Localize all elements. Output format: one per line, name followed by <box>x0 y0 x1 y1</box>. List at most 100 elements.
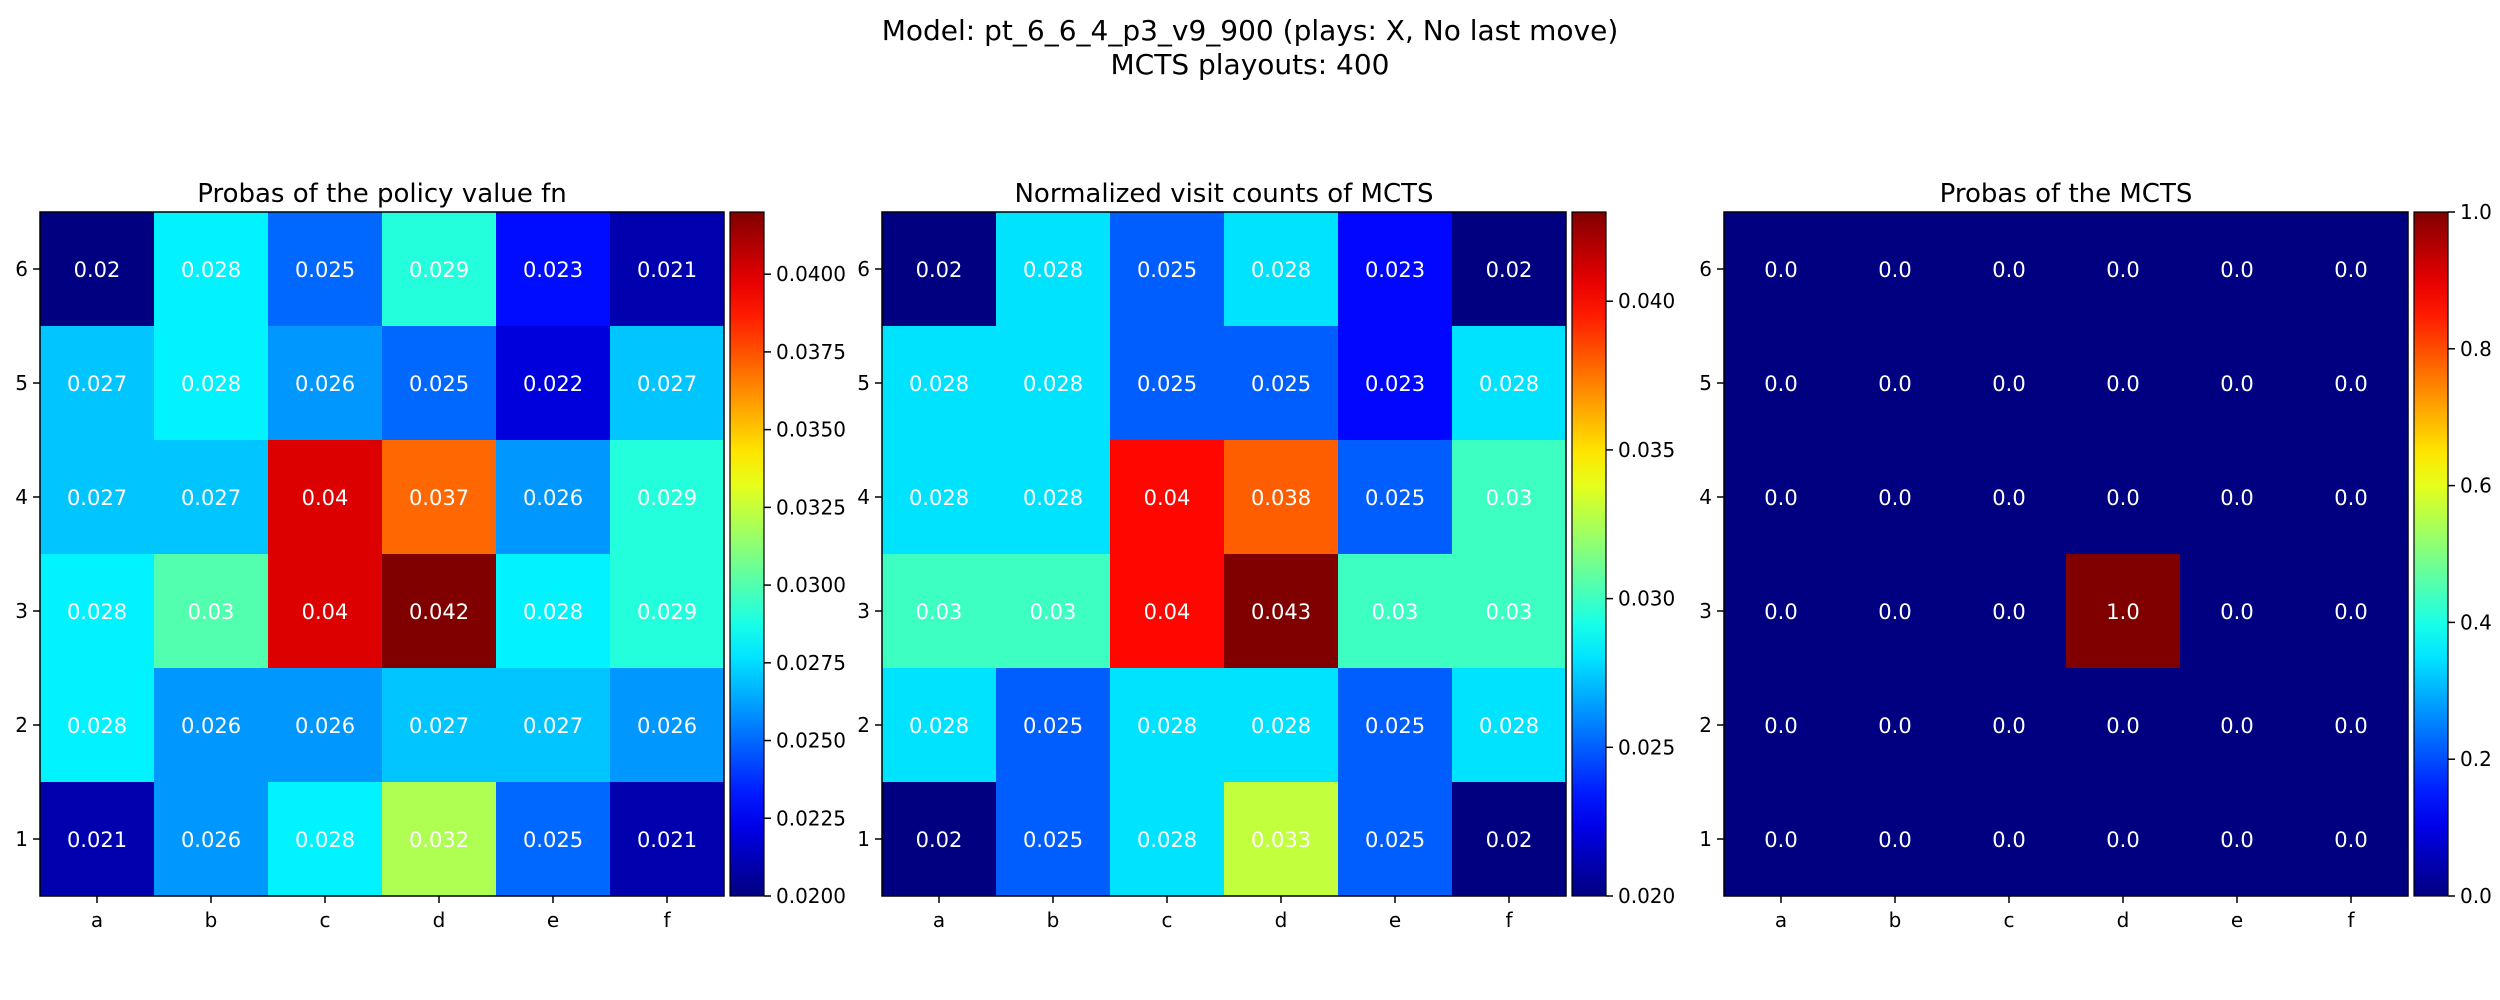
cell-value-label: 0.028 <box>1479 714 1539 738</box>
cell-value-label: 0.03 <box>188 600 235 624</box>
heatmap-cell <box>1110 212 1225 327</box>
heatmap-cell <box>1224 212 1339 327</box>
colorbar-tick-label: 0.030 <box>1618 587 1675 611</box>
figure-subtitle: MCTS playouts: 400 <box>1110 48 1390 81</box>
y-tick-label: 4 <box>857 485 870 509</box>
cell-value-label: 0.021 <box>637 828 697 852</box>
cell-value-label: 0.0 <box>1764 714 1797 738</box>
heatmap-cell <box>1838 668 1953 783</box>
cell-value-label: 0.04 <box>302 486 349 510</box>
heatmap-cell <box>1838 782 1953 897</box>
cell-value-label: 0.0 <box>1992 600 2025 624</box>
y-tick-label: 6 <box>15 257 28 281</box>
heatmap-cell <box>1952 782 2067 897</box>
cell-value-label: 0.0 <box>2106 258 2139 282</box>
cell-value-label: 0.042 <box>409 600 469 624</box>
heatmap-cell <box>382 212 497 327</box>
cell-value-label: 0.0 <box>1992 372 2025 396</box>
cell-value-label: 0.026 <box>523 486 583 510</box>
cell-value-label: 0.028 <box>909 714 969 738</box>
heatmap-cell <box>268 782 383 897</box>
cell-value-label: 0.026 <box>637 714 697 738</box>
heatmap-cell <box>1952 554 2067 669</box>
heatmap-cell <box>496 668 611 783</box>
cell-value-label: 0.027 <box>181 486 241 510</box>
y-tick-label: 2 <box>15 713 28 737</box>
cell-value-label: 0.028 <box>181 372 241 396</box>
cell-value-label: 0.028 <box>67 714 127 738</box>
cell-value-label: 0.0 <box>2106 714 2139 738</box>
heatmap-cell <box>882 440 997 555</box>
heatmap-cell <box>154 782 269 897</box>
heatmap-cell <box>154 668 269 783</box>
colorbar-tick-label: 0.0375 <box>776 340 846 364</box>
cell-value-label: 0.025 <box>1023 714 1083 738</box>
heatmap-cell <box>2180 554 2295 669</box>
cell-value-label: 0.025 <box>295 258 355 282</box>
heatmap-cell <box>1110 782 1225 897</box>
colorbar <box>729 211 765 897</box>
cell-value-label: 0.0 <box>2334 258 2367 282</box>
colorbar <box>1571 211 1607 897</box>
cell-value-label: 0.02 <box>1486 828 1533 852</box>
x-tick-label: c <box>2004 908 2015 932</box>
heatmap-cell <box>1110 326 1225 441</box>
heatmap-cell <box>1224 554 1339 669</box>
heatmap-cell <box>1724 326 1839 441</box>
heatmap-cell <box>996 554 1111 669</box>
x-tick-label: a <box>933 908 945 932</box>
cell-value-label: 0.026 <box>295 372 355 396</box>
cell-value-label: 0.03 <box>916 600 963 624</box>
heatmap-cell <box>1952 440 2067 555</box>
cell-value-label: 0.028 <box>909 372 969 396</box>
heatmap-cell <box>154 440 269 555</box>
heatmap-cell <box>2294 212 2409 327</box>
colorbar-tick-label: 0.040 <box>1618 289 1675 313</box>
heatmap-cell <box>382 782 497 897</box>
cell-value-label: 0.023 <box>1365 258 1425 282</box>
cell-value-label: 0.023 <box>1365 372 1425 396</box>
heatmap-cell <box>1724 668 1839 783</box>
cell-value-label: 0.04 <box>1144 600 1191 624</box>
cell-value-label: 0.028 <box>67 600 127 624</box>
x-tick-label: d <box>433 908 446 932</box>
heatmap-cell <box>382 668 497 783</box>
colorbar-tick-label: 0.0200 <box>776 884 846 908</box>
cell-value-label: 0.0 <box>1764 486 1797 510</box>
cell-value-label: 0.03 <box>1486 486 1533 510</box>
cell-value-label: 0.0 <box>1992 486 2025 510</box>
cell-value-label: 0.02 <box>74 258 121 282</box>
heatmap-cell <box>1452 440 1567 555</box>
cell-value-label: 0.0 <box>2334 372 2367 396</box>
cell-value-label: 0.025 <box>1365 714 1425 738</box>
heatmap-cell <box>610 326 725 441</box>
cell-value-label: 0.027 <box>637 372 697 396</box>
x-tick-label: f <box>2347 908 2355 932</box>
x-tick-label: f <box>663 908 671 932</box>
heatmap-cell <box>996 212 1111 327</box>
colorbar-tick-label: 0.020 <box>1618 884 1675 908</box>
cell-value-label: 0.0 <box>1878 258 1911 282</box>
cell-value-label: 0.0 <box>1878 828 1911 852</box>
cell-value-label: 0.029 <box>637 600 697 624</box>
heatmap-cell <box>40 782 155 897</box>
cell-value-label: 0.027 <box>409 714 469 738</box>
heatmap-cell <box>2180 440 2295 555</box>
x-tick-label: d <box>2117 908 2130 932</box>
y-tick-label: 5 <box>1699 371 1712 395</box>
figure-title: Model: pt_6_6_4_p3_v9_900 (plays: X, No … <box>881 14 1619 47</box>
heatmap-cell <box>1224 668 1339 783</box>
panel-title: Probas of the policy value fn <box>197 179 566 209</box>
cell-value-label: 0.0 <box>1992 828 2025 852</box>
x-tick-label: c <box>320 908 331 932</box>
heatmap-cell <box>1838 440 1953 555</box>
heatmap-cell <box>2066 554 2181 669</box>
heatmap-cell <box>1724 554 1839 669</box>
colorbar-tick-label: 0.0300 <box>776 573 846 597</box>
heatmap-cell <box>882 782 997 897</box>
heatmap-cell <box>610 782 725 897</box>
cell-value-label: 0.025 <box>1251 372 1311 396</box>
cell-value-label: 0.026 <box>181 714 241 738</box>
heatmap-panel-2: Normalized visit counts of MCTS 0.02 0.028… <box>857 179 1675 932</box>
